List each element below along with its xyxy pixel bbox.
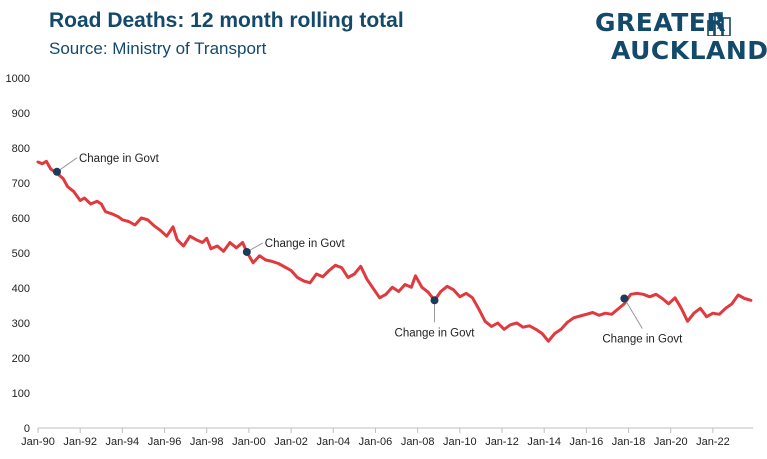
x-tick-label: Jan-96 xyxy=(148,436,182,448)
x-tick-label: Jan-94 xyxy=(106,436,140,448)
annotation-label: Change in Govt xyxy=(395,327,476,339)
annotation-marker xyxy=(242,247,251,256)
logo-line-1: GREATER xyxy=(595,8,727,37)
annotation-label: Change in Govt xyxy=(79,153,160,165)
x-tick-label: Jan-98 xyxy=(190,436,224,448)
y-tick-label: 500 xyxy=(12,248,30,260)
y-tick-label: 400 xyxy=(12,283,30,295)
x-tick-label: Jan-04 xyxy=(316,436,350,448)
x-tick-label: Jan-06 xyxy=(359,436,393,448)
annotation-leader xyxy=(56,157,78,173)
y-tick-label: 900 xyxy=(12,108,30,120)
y-tick-label: 300 xyxy=(12,318,30,330)
annotation-leader xyxy=(623,298,643,329)
annotation-label: Change in Govt xyxy=(265,238,346,250)
y-tick-label: 0 xyxy=(24,423,30,435)
x-tick-label: Jan-90 xyxy=(21,436,55,448)
y-tick-label: 800 xyxy=(12,143,30,155)
x-tick-label: Jan-22 xyxy=(696,436,730,448)
y-tick-label: 100 xyxy=(12,388,30,400)
y-axis: 0 100 200 300 400 500 600 700 800 900 1000 xyxy=(6,73,30,435)
annotation-marker xyxy=(52,167,61,176)
x-tick-label: Jan-00 xyxy=(232,436,266,448)
annotation-label: Change in Govt xyxy=(602,334,683,346)
city-buildings-icon xyxy=(707,12,731,36)
y-tick-label: 700 xyxy=(12,178,30,190)
chart-title: Road Deaths: 12 month rolling total xyxy=(49,9,404,32)
x-tick-label: Jan-92 xyxy=(63,436,97,448)
annotation-marker xyxy=(620,294,629,303)
y-tick-label: 600 xyxy=(12,213,30,225)
x-tick-label: Jan-18 xyxy=(612,436,646,448)
y-tick-label: 1000 xyxy=(6,73,30,85)
logo-line-2: AUCKLAND xyxy=(611,36,767,65)
x-axis: Jan-90 Jan-92 Jan-94 Jan-96 Jan-98 Jan-00 Jan-… xyxy=(21,427,753,448)
x-tick-label: Jan-10 xyxy=(443,436,477,448)
series-layer xyxy=(36,159,753,343)
x-tick-label: Jan-12 xyxy=(485,436,519,448)
x-tick-label: Jan-16 xyxy=(570,436,604,448)
x-tick-label: Jan-20 xyxy=(654,436,688,448)
x-tick-label: Jan-02 xyxy=(274,436,308,448)
y-tick-label: 200 xyxy=(12,353,30,365)
greater-auckland-logo: GREATER AUCKLAND xyxy=(595,8,767,66)
chart-subtitle: Source: Ministry of Transport xyxy=(49,39,267,58)
annotation-marker xyxy=(430,296,439,305)
annotation-layer: Change in Govt Change in Govt Change in Go… xyxy=(52,153,683,346)
road-deaths-line xyxy=(36,159,753,343)
x-tick-label: Jan-08 xyxy=(401,436,435,448)
x-tick-label: Jan-14 xyxy=(527,436,561,448)
